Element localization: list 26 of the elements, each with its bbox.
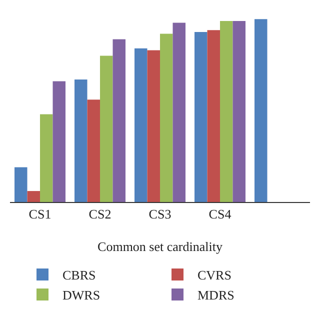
x-axis-title: Common set cardinality [98, 239, 223, 254]
x-tick-label: CS1 [28, 206, 52, 222]
legend-label: CVRS [198, 268, 232, 283]
x-tick-label: CS4 [208, 206, 232, 222]
legend-label: MDRS [198, 288, 234, 303]
x-tick-label: CS3 [148, 206, 172, 222]
legend-label: DWRS [62, 288, 100, 303]
bar [160, 34, 173, 202]
bar [134, 48, 148, 202]
x-tick-label: CS2 [88, 206, 112, 222]
bar [172, 22, 186, 202]
bar [112, 39, 126, 202]
bar [100, 56, 113, 202]
bar [194, 32, 208, 202]
legend-label: CBRS [62, 268, 96, 283]
bar [147, 50, 160, 202]
bar [14, 167, 28, 202]
bar [207, 30, 220, 202]
bar [87, 100, 100, 202]
bar [52, 81, 66, 202]
bar [74, 79, 88, 202]
bar [220, 20, 233, 202]
bar [27, 191, 40, 202]
bar [40, 114, 53, 202]
bar [232, 20, 246, 202]
bar [254, 19, 268, 202]
